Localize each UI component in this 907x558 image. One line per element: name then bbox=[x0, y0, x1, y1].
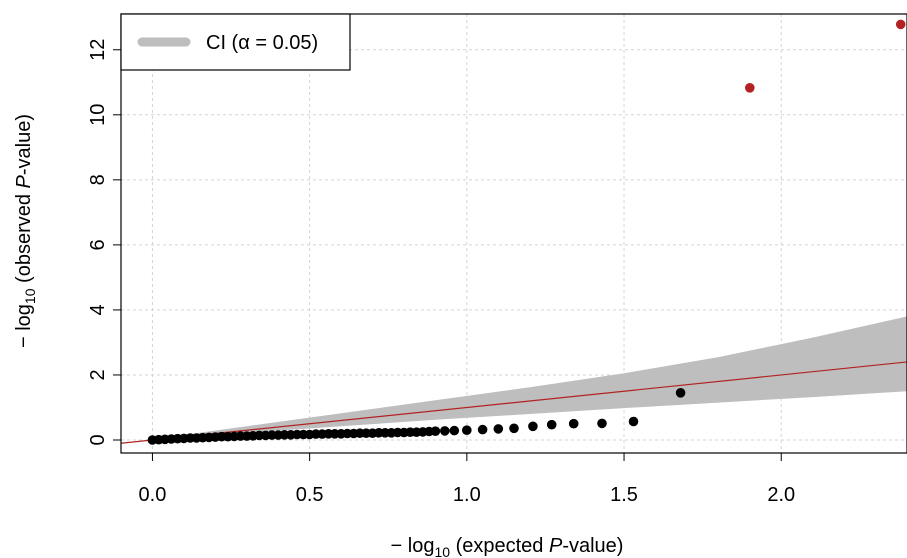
data-point bbox=[477, 424, 488, 435]
x-tick-label: 0.5 bbox=[296, 484, 324, 506]
x-tick-label: 2.0 bbox=[767, 484, 795, 506]
x-tick-label: 1.0 bbox=[453, 484, 481, 506]
data-point bbox=[462, 425, 472, 436]
y-tick-label: 2 bbox=[87, 369, 109, 380]
y-tick-label: 12 bbox=[87, 39, 109, 61]
data-point bbox=[745, 83, 755, 93]
y-tick-label: 6 bbox=[87, 239, 109, 250]
x-axis-label: − log10 (expected P-value) bbox=[391, 535, 624, 558]
y-tick-label: 0 bbox=[87, 434, 109, 445]
data-point bbox=[546, 419, 557, 430]
plot-border bbox=[120, 13, 907, 454]
data-point bbox=[895, 19, 906, 30]
data-point bbox=[597, 418, 607, 429]
data-point bbox=[528, 421, 538, 432]
grid-lines bbox=[121, 14, 907, 453]
reference-line bbox=[121, 361, 907, 444]
y-tick-label: 8 bbox=[87, 174, 109, 185]
data-point bbox=[675, 388, 686, 398]
data-point bbox=[509, 423, 519, 434]
data-point bbox=[493, 424, 504, 434]
data-point bbox=[440, 426, 450, 436]
axes: 0.0 0.5 1.0 1.5 2.0 0 2 4 6 8 10 12 bbox=[87, 39, 795, 506]
x-tick-label: 1.5 bbox=[610, 484, 638, 506]
y-axis-label: − log10 (observed P-value) bbox=[13, 114, 38, 348]
x-tick-label: 0.0 bbox=[139, 484, 167, 506]
data-point bbox=[430, 426, 441, 437]
data-point bbox=[449, 425, 460, 436]
data-point bbox=[568, 418, 579, 429]
ci-band bbox=[121, 316, 907, 444]
y-tick-label: 10 bbox=[87, 104, 109, 126]
legend: CI (α = 0.05) bbox=[120, 13, 351, 71]
data-point bbox=[628, 416, 639, 427]
plot-area bbox=[121, 19, 907, 445]
legend-label: CI (α = 0.05) bbox=[206, 32, 318, 54]
y-tick-label: 4 bbox=[87, 304, 109, 315]
